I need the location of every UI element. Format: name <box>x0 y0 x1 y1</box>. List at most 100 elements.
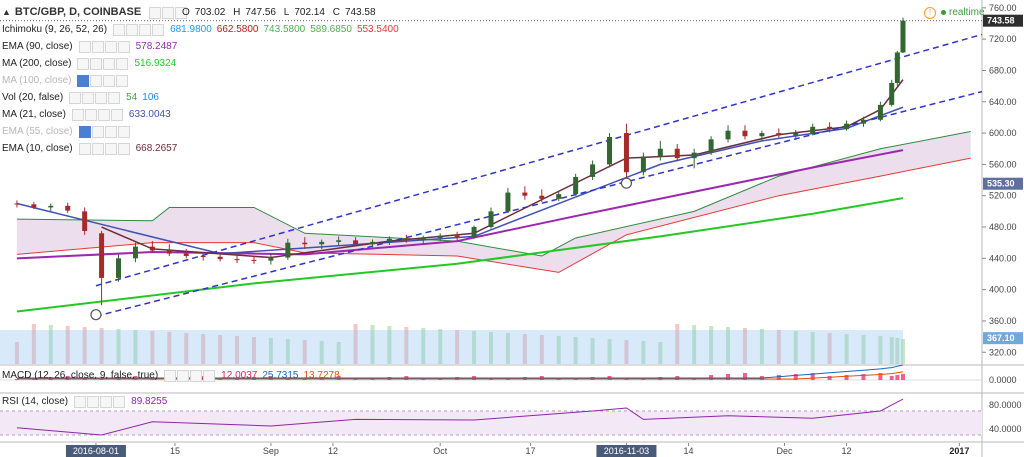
pivot-marker[interactable] <box>620 177 633 189</box>
settings-icon[interactable] <box>91 142 104 155</box>
more-icon[interactable] <box>117 40 130 53</box>
indicator-buttons <box>71 108 123 121</box>
indicator-row[interactable]: MA (21, close) 633.0043 <box>2 106 404 123</box>
price-tick-label: 640.00 <box>989 97 1017 107</box>
close-icon[interactable] <box>100 396 113 408</box>
clock-alert-icon[interactable]: ! <box>924 7 936 19</box>
close-icon[interactable] <box>95 91 108 104</box>
more-icon[interactable] <box>152 23 165 36</box>
chart-collapse-icon[interactable]: ▲ <box>2 7 11 17</box>
close-icon[interactable] <box>190 370 203 382</box>
symbol-label: BTC/GBP, D, COINBASE <box>14 6 142 18</box>
macd-histogram-bar <box>726 374 731 380</box>
pivot-marker[interactable] <box>90 309 102 321</box>
close-icon[interactable] <box>139 23 152 36</box>
indicator-row[interactable]: EMA (10, close) 668.2657 <box>2 140 404 157</box>
indicator-name: MA (200, close) <box>2 58 72 69</box>
settings-icon[interactable] <box>126 23 139 36</box>
volume-bar <box>455 330 460 364</box>
time-label: 17 <box>525 446 535 456</box>
more-icon[interactable] <box>108 91 121 104</box>
volume-bar <box>116 329 121 364</box>
close-icon[interactable] <box>97 108 110 121</box>
candle-body <box>437 235 443 238</box>
close-icon[interactable] <box>103 74 116 87</box>
indicator-row[interactable]: MA (200, close) 516.9324 <box>2 55 404 72</box>
close-icon[interactable] <box>104 40 117 53</box>
eye-icon[interactable] <box>78 125 91 138</box>
volume-bar <box>522 334 527 364</box>
candle-body <box>132 246 138 259</box>
indicator-buttons <box>78 40 130 53</box>
eye-icon[interactable] <box>78 142 91 155</box>
settings-icon[interactable] <box>87 396 100 408</box>
settings-icon[interactable] <box>177 370 190 382</box>
settings-icon[interactable] <box>82 91 95 104</box>
volume-bar <box>336 342 341 364</box>
volume-bar <box>742 328 747 364</box>
more-icon[interactable] <box>116 74 129 87</box>
candle-body <box>116 258 122 278</box>
settings-icon[interactable] <box>91 40 104 53</box>
eye-icon[interactable] <box>77 57 90 70</box>
volume-bar <box>150 331 155 364</box>
time-label: Sep <box>263 446 279 456</box>
candle-body <box>471 227 477 238</box>
eye-icon[interactable] <box>71 108 84 121</box>
macd-histogram-bar <box>827 376 832 380</box>
eye-icon[interactable] <box>149 6 162 19</box>
macd-legend: MACD (12, 26, close, 9, false, true) 12.… <box>2 369 345 383</box>
macd-histogram-bar <box>742 373 747 380</box>
indicator-row[interactable]: Vol (20, false) 54 106 <box>2 89 404 106</box>
close-icon[interactable] <box>104 142 117 155</box>
close-icon[interactable] <box>103 57 116 70</box>
indicator-row[interactable]: EMA (55, close) <box>2 123 404 140</box>
candle-body <box>759 133 765 137</box>
volume-bar <box>319 341 324 364</box>
volume-bar <box>268 338 273 364</box>
settings-icon[interactable] <box>90 57 103 70</box>
volume-bar <box>167 332 172 364</box>
eye-icon[interactable] <box>113 23 126 36</box>
indicator-row[interactable]: MA (100, close) <box>2 72 404 89</box>
macd-histogram-bar <box>776 375 781 380</box>
channel-upper-line[interactable] <box>95 33 983 287</box>
candle-body <box>353 240 359 245</box>
candle-body <box>827 126 833 130</box>
settings-icon[interactable] <box>162 6 175 19</box>
more-icon[interactable] <box>113 396 126 408</box>
time-label: 2016-08-01 <box>73 446 119 456</box>
more-icon[interactable] <box>117 142 130 155</box>
indicator-value: 589.6850 <box>310 24 352 35</box>
indicator-buttons <box>78 125 130 138</box>
eye-icon[interactable] <box>77 74 90 87</box>
indicator-values: 681.9800 662.5800 743.5800 589.6850 553.5400 <box>170 21 404 38</box>
close-icon[interactable] <box>104 125 117 138</box>
eye-icon[interactable] <box>78 40 91 53</box>
more-icon[interactable] <box>117 125 130 138</box>
indicator-buttons <box>77 74 129 87</box>
eye-icon[interactable] <box>74 396 87 408</box>
indicator-row[interactable]: Ichimoku (9, 26, 52, 26) 681.9800 662.5800… <box>2 21 404 38</box>
price-tick-label: 680.00 <box>989 65 1017 75</box>
candle-body <box>336 240 342 242</box>
settings-icon[interactable] <box>91 125 104 138</box>
close-icon[interactable] <box>175 6 188 19</box>
candle-body <box>657 148 663 157</box>
volume-bar <box>895 338 900 364</box>
ema90-line <box>16 149 904 260</box>
more-icon[interactable] <box>116 57 129 70</box>
settings-icon[interactable] <box>84 108 97 121</box>
settings-icon[interactable] <box>90 74 103 87</box>
candle-body <box>505 192 511 212</box>
eye-icon[interactable] <box>69 91 82 104</box>
volume-bar <box>607 339 612 364</box>
indicator-row[interactable]: EMA (90, close) 578.2487 <box>2 38 404 55</box>
rsi-band <box>0 411 982 435</box>
more-icon[interactable] <box>203 370 216 382</box>
volume-bar <box>573 337 578 364</box>
candle-body <box>403 238 409 241</box>
more-icon[interactable] <box>110 108 123 121</box>
eye-icon[interactable] <box>164 370 177 382</box>
channel-lower-line[interactable] <box>95 90 983 317</box>
